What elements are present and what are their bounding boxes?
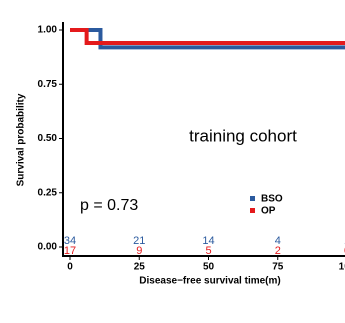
x-tick-label: 50	[203, 262, 215, 273]
chart-title: training cohort	[189, 126, 297, 145]
legend-label: BSO	[261, 194, 283, 205]
survival-curve	[70, 28, 345, 46]
at-risk-count: 9	[136, 245, 142, 257]
at-risk-count: 17	[64, 245, 76, 257]
at-risk-count: 34	[64, 235, 76, 247]
y-tick-label: 1.00	[38, 25, 58, 36]
at-risk-count: 5	[205, 245, 211, 257]
y-tick-label: 0.00	[38, 242, 58, 253]
at-risk-count: 14	[202, 235, 214, 247]
at-risk-count: 0	[344, 245, 345, 257]
legend-marker	[250, 208, 255, 213]
y-tick-label: 0.25	[38, 187, 58, 198]
at-risk-count: 2	[275, 245, 281, 257]
x-tick-label: 75	[272, 262, 284, 273]
y-axis-label: Survival probability	[16, 93, 27, 186]
y-tick-label: 0.50	[38, 133, 58, 144]
at-risk-count: 4	[275, 235, 281, 247]
legend-marker	[250, 196, 255, 201]
x-axis-label: Disease−free survival time(m)	[139, 276, 280, 287]
y-tick-label: 0.75	[38, 79, 58, 90]
x-tick-label: 0	[67, 262, 73, 273]
x-tick-label: 100	[339, 262, 345, 273]
at-risk-count: 21	[133, 235, 145, 247]
x-tick-label: 25	[134, 262, 146, 273]
at-risk-count: 1	[344, 235, 345, 247]
p-value: p = 0.73	[80, 197, 138, 214]
legend-label: OP	[261, 206, 276, 217]
